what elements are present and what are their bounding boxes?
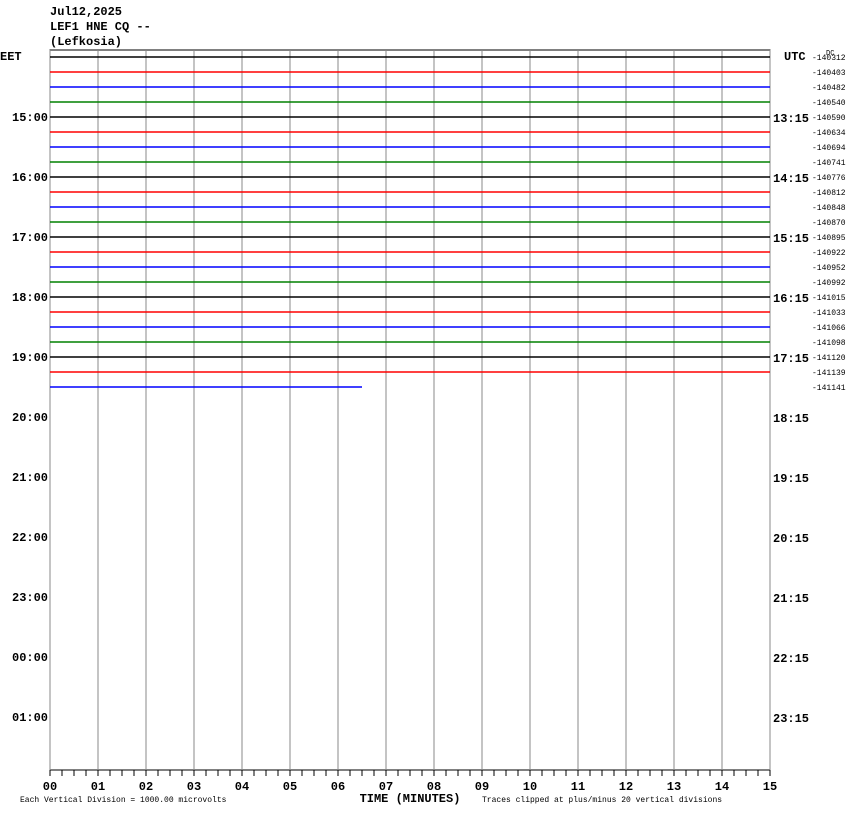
trace-offset: -140952 — [812, 264, 846, 273]
trace-offset: -140741 — [812, 159, 846, 168]
right-time: 16:15 — [773, 292, 809, 306]
right-time: 17:15 — [773, 352, 809, 366]
left-time: 01:00 — [12, 711, 48, 725]
trace-offset: -140870 — [812, 219, 846, 228]
trace-offset: -140540 — [812, 99, 846, 108]
x-tick-label: 01 — [91, 780, 105, 794]
x-tick-label: 06 — [331, 780, 345, 794]
title-line: Jul12,2025 — [50, 5, 122, 19]
left-time: 15:00 — [12, 111, 48, 125]
trace-offset: -141033 — [812, 309, 846, 318]
right-time: 14:15 — [773, 172, 809, 186]
trace-offset: -140992 — [812, 279, 846, 288]
x-tick-label: 09 — [475, 780, 489, 794]
x-tick-label: 08 — [427, 780, 441, 794]
left-time: 16:00 — [12, 171, 48, 185]
x-tick-label: 12 — [619, 780, 633, 794]
right-time: 20:15 — [773, 532, 809, 546]
trace-offset: -141066 — [812, 324, 846, 333]
trace-offset: -141120 — [812, 354, 846, 363]
left-time: 20:00 — [12, 411, 48, 425]
x-tick-label: 05 — [283, 780, 297, 794]
right-time: 21:15 — [773, 592, 809, 606]
trace-offset: -140312 — [812, 54, 846, 63]
title-line: (Lefkosia) — [50, 35, 122, 49]
left-time: 23:00 — [12, 591, 48, 605]
left-label: EET — [0, 50, 22, 64]
left-time: 18:00 — [12, 291, 48, 305]
x-tick-label: 13 — [667, 780, 681, 794]
trace-offset: -140848 — [812, 204, 846, 213]
trace-offset: -141139 — [812, 369, 846, 378]
right-time: 13:15 — [773, 112, 809, 126]
x-tick-label: 11 — [571, 780, 585, 794]
right-time: 22:15 — [773, 652, 809, 666]
trace-offset: -141098 — [812, 339, 846, 348]
offset-header: DC — [826, 50, 834, 58]
left-time: 21:00 — [12, 471, 48, 485]
x-tick-label: 02 — [139, 780, 153, 794]
right-time: 18:15 — [773, 412, 809, 426]
left-time: 22:00 — [12, 531, 48, 545]
trace-offset: -140482 — [812, 84, 846, 93]
note-right: Traces clipped at plus/minus 20 vertical… — [482, 796, 722, 805]
x-tick-label: 07 — [379, 780, 393, 794]
right-time: 19:15 — [773, 472, 809, 486]
trace-offset: -140634 — [812, 129, 846, 138]
left-time: 19:00 — [12, 351, 48, 365]
x-tick-label: 00 — [43, 780, 57, 794]
right-time: 23:15 — [773, 712, 809, 726]
right-label: UTC — [784, 50, 806, 64]
trace-offset: -140922 — [812, 249, 846, 258]
trace-offset: -140403 — [812, 69, 846, 78]
trace-offset: -140590 — [812, 114, 846, 123]
trace-offset: -141141 — [812, 384, 846, 393]
x-axis-label: TIME (MINUTES) — [360, 792, 461, 806]
trace-offset: -140694 — [812, 144, 846, 153]
x-tick-label: 14 — [715, 780, 729, 794]
x-tick-label: 10 — [523, 780, 537, 794]
x-tick-label: 04 — [235, 780, 249, 794]
title-line: LEF1 HNE CQ -- — [50, 20, 151, 34]
left-time: 00:00 — [12, 651, 48, 665]
x-tick-label: 15 — [763, 780, 777, 794]
trace-offset: -140776 — [812, 174, 846, 183]
trace-offset: -141015 — [812, 294, 846, 303]
trace-offset: -140895 — [812, 234, 846, 243]
note-left: Each Vertical Division = 1000.00 microvo… — [20, 796, 227, 805]
left-time: 17:00 — [12, 231, 48, 245]
right-time: 15:15 — [773, 232, 809, 246]
trace-offset: -140812 — [812, 189, 846, 198]
x-tick-label: 03 — [187, 780, 201, 794]
